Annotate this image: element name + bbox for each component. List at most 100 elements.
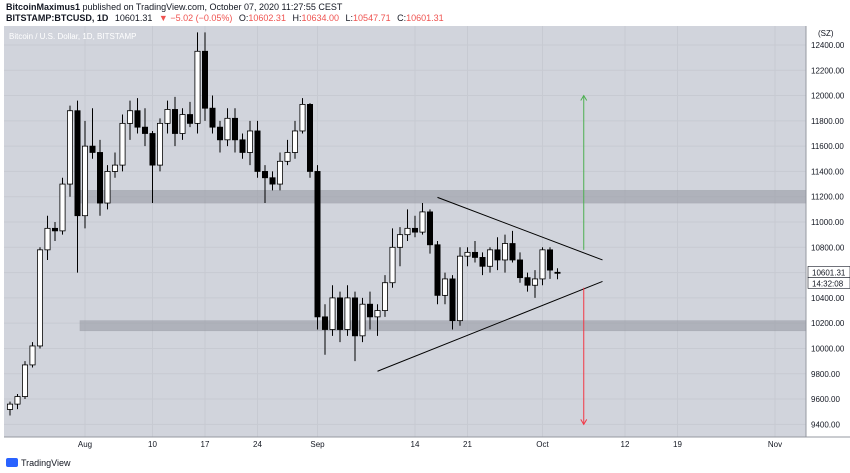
candle-body-down <box>426 211 433 246</box>
candle <box>7 401 13 416</box>
candle <box>82 120 89 229</box>
candle <box>156 118 163 172</box>
x-tick-label: 24 <box>253 440 262 449</box>
candle <box>464 247 471 267</box>
candle-body-down <box>52 227 59 232</box>
y-tick-label: 10000.00 <box>811 344 845 353</box>
candle-body-down <box>201 50 208 109</box>
x-tick-label: Oct <box>536 440 549 449</box>
candle-body-down <box>471 251 478 258</box>
candle <box>14 394 21 410</box>
candle <box>112 152 119 178</box>
y-tick-label: 9800.00 <box>811 370 840 379</box>
y-tick-label: 9600.00 <box>811 395 840 404</box>
candle <box>67 105 74 197</box>
candle-body-up <box>532 278 539 286</box>
candle-body-up <box>464 251 471 257</box>
candle <box>381 275 388 317</box>
y-tick-label: 10200.00 <box>811 319 845 328</box>
candle <box>366 291 373 330</box>
candle-body-down <box>254 130 261 172</box>
y-tick-label: 11600.00 <box>811 142 844 151</box>
candle <box>359 297 366 343</box>
candle <box>479 252 486 276</box>
y-scale-label: (SZ) <box>818 29 834 38</box>
candle <box>314 165 321 330</box>
candle <box>97 139 104 216</box>
y-tick-label: 10800.00 <box>811 243 845 252</box>
candle <box>141 108 148 147</box>
candle-body-up <box>224 117 231 141</box>
candle <box>494 237 501 271</box>
candle <box>284 139 291 166</box>
candle-body-down <box>97 152 104 204</box>
candle-body-up <box>344 297 351 330</box>
author-name[interactable]: BitcoinMaximus1 <box>6 2 81 12</box>
candle <box>434 240 441 305</box>
candle-body-up <box>59 183 66 232</box>
symbol-label[interactable]: BITSTAMP:BTCUSD, 1D <box>6 13 109 23</box>
tradingview-logo-icon <box>6 458 18 467</box>
low-label: L: <box>345 13 354 23</box>
chart-watermark: Bitcoin / U.S. Dollar, 1D, BITSTAMP <box>9 32 136 41</box>
candle-body-down <box>509 243 516 261</box>
candle <box>291 120 298 159</box>
candle <box>344 285 351 336</box>
publish-info: BitcoinMaximus1 published on TradingView… <box>6 2 342 12</box>
close-label: C: <box>397 13 407 23</box>
tradingview-logo[interactable]: TradingView <box>6 458 71 468</box>
candle <box>389 228 396 288</box>
candle <box>486 247 493 273</box>
candle <box>254 120 261 178</box>
candle <box>89 108 96 159</box>
candle <box>374 304 381 336</box>
high-label: H: <box>292 13 302 23</box>
candle-body-up <box>127 110 134 124</box>
candle-body-up <box>329 297 336 330</box>
candle-body-down <box>209 107 216 128</box>
candle-body-down <box>134 110 141 128</box>
candle <box>194 32 201 134</box>
candle <box>306 103 313 178</box>
candle-body-up <box>404 227 411 236</box>
candle-body-up <box>82 145 89 217</box>
candle-body-up <box>284 152 291 162</box>
candle-body-down <box>479 257 486 267</box>
candle <box>396 227 403 267</box>
candle-body-down <box>314 171 321 318</box>
candle <box>179 108 186 140</box>
price-change-value: ▼ −5.02 (−0.05%) <box>158 13 233 23</box>
candle <box>127 100 134 140</box>
x-tick-label: 14 <box>411 440 420 449</box>
candle-body-up <box>21 364 28 397</box>
candle-body-down <box>306 104 313 172</box>
candle <box>276 152 283 191</box>
y-tick-label: 11800.00 <box>811 117 844 126</box>
candle-body-down <box>411 227 418 233</box>
candle-body-up <box>119 122 126 166</box>
y-tick-label: 12200.00 <box>811 66 845 75</box>
low-value: 10547.71 <box>353 13 391 23</box>
candle <box>419 203 426 235</box>
candle-body-down <box>216 126 223 141</box>
candle <box>224 108 231 147</box>
candle-body-up <box>179 114 186 134</box>
candle-body-up <box>389 246 396 284</box>
candle-body-down <box>186 114 193 124</box>
x-tick-label: Aug <box>78 440 92 449</box>
target-down-arrow-head <box>580 419 588 426</box>
candle-body-down <box>171 109 178 134</box>
candle <box>104 165 111 210</box>
candle <box>329 285 336 336</box>
close-value: 10601.31 <box>406 13 444 23</box>
candle <box>186 101 193 128</box>
candle-body-down <box>89 145 96 153</box>
candle <box>269 171 276 191</box>
candle-body-up <box>194 50 201 124</box>
candle <box>164 100 171 134</box>
candle <box>547 247 554 279</box>
candle-body-up <box>359 303 366 337</box>
candle <box>261 165 268 204</box>
candle-body-up <box>164 109 171 124</box>
